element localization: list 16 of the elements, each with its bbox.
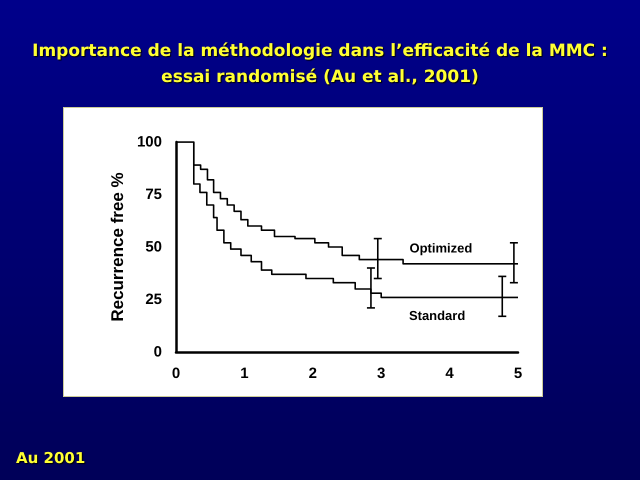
y-tick-label: 100 — [136, 134, 162, 150]
y-tick-label: 50 — [145, 238, 162, 256]
x-tick-label: 2 — [308, 365, 317, 382]
series-label: Standard — [408, 308, 466, 323]
series-label: Optimized — [409, 240, 472, 256]
x-tick-label: 1 — [240, 365, 249, 382]
y-tick-label: 25 — [145, 291, 162, 308]
x-tick-label: 4 — [445, 365, 454, 382]
x-tick-label: 0 — [172, 365, 180, 382]
x-tick-label: 5 — [514, 365, 522, 382]
chart-title: Importance de la méthodologie dans l’efficacité de la MMC : essai randomisé (Au et al., 2001) — [31, 40, 609, 89]
y-tick-label: 0 — [154, 344, 162, 360]
x-tick-label: 3 — [377, 365, 386, 382]
y-tick-label: 75 — [145, 186, 162, 203]
y-axis-title: Recurrence free % — [108, 172, 128, 322]
text: Au 2001 — [16, 449, 86, 467]
